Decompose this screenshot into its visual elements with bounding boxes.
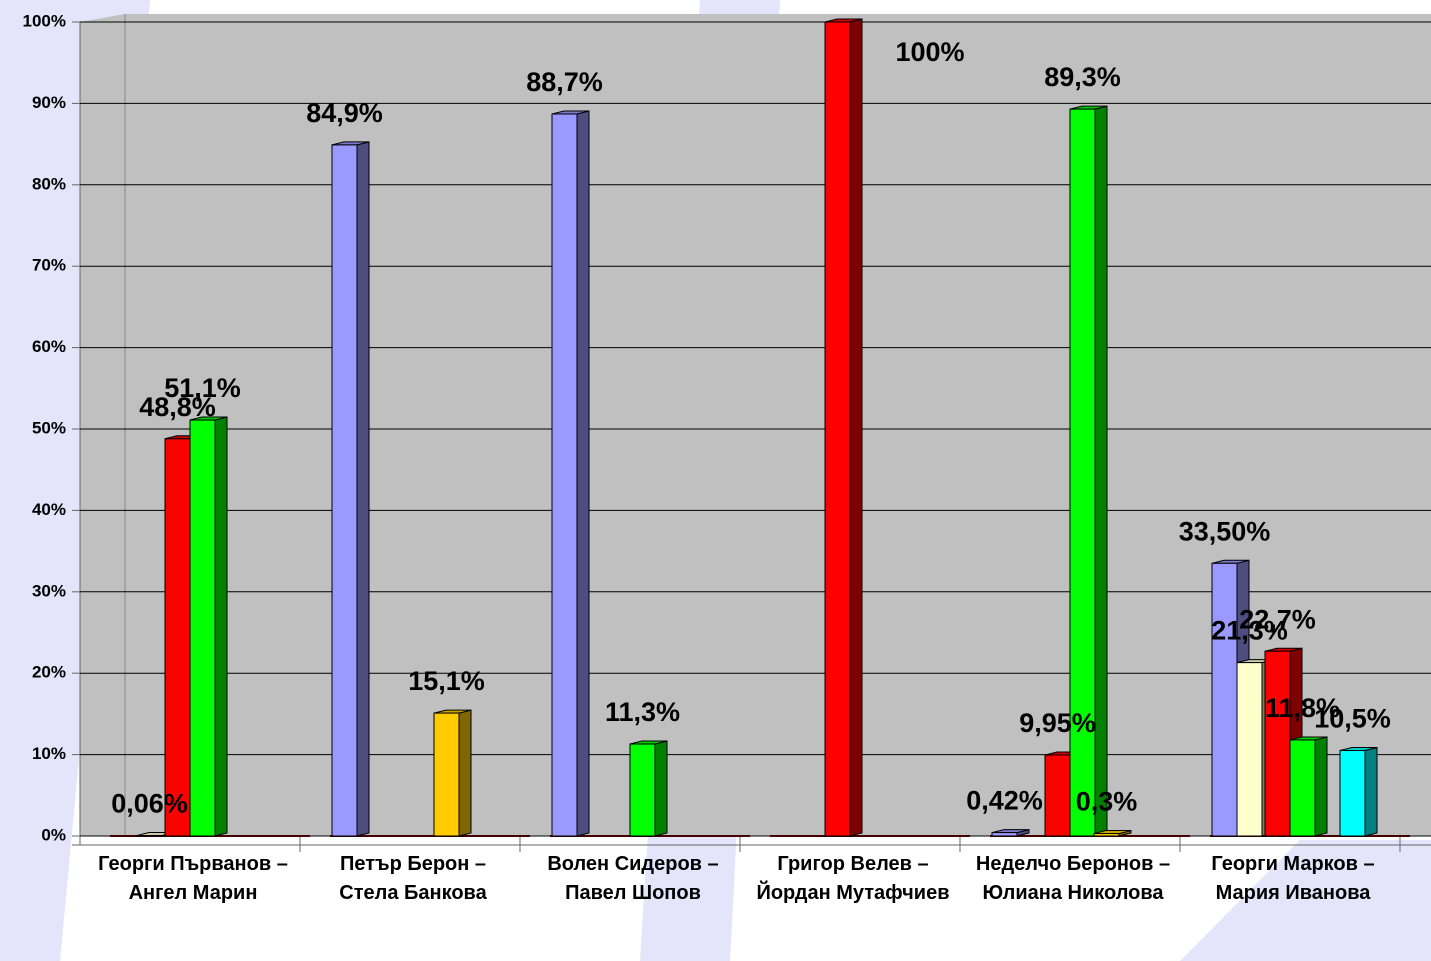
bar: [824, 21, 851, 837]
data-label: 21,3%: [1211, 616, 1288, 646]
bar: [629, 743, 656, 837]
bar: [1236, 662, 1263, 837]
bar-side: [576, 110, 590, 837]
bar-side: [458, 709, 472, 837]
bar: [551, 113, 578, 837]
bar: [1339, 750, 1366, 837]
y-tick-label: 100%: [23, 11, 66, 30]
data-label: 9,95%: [1019, 708, 1096, 738]
data-label: 0,06%: [111, 789, 188, 819]
data-label: 0,3%: [1076, 787, 1138, 817]
y-tick-label: 50%: [32, 418, 66, 437]
background-shape: [1180, 840, 1431, 961]
y-tick-label: 90%: [32, 93, 66, 112]
bar-side: [1364, 746, 1378, 837]
data-label: 22,7%: [1239, 604, 1316, 634]
data-label: 33,50%: [1179, 516, 1271, 546]
bar: [991, 832, 1018, 837]
x-tick-label: Петър Берон – Стела Банкова: [339, 853, 487, 904]
bar: [1044, 754, 1071, 837]
data-label: 84,9%: [306, 98, 383, 128]
bar: [1211, 562, 1238, 837]
x-tick-label: Георги Първанов – Ангел Марин: [98, 853, 288, 904]
x-tick-label: Григор Велев – Йордан Мутафчиев: [756, 853, 950, 904]
bar: [1289, 739, 1316, 837]
bar-side: [1314, 736, 1328, 837]
data-label: 89,3%: [1044, 62, 1121, 92]
bar: [433, 712, 460, 837]
y-tick-label: 80%: [32, 174, 66, 193]
y-tick-label: 0%: [41, 825, 66, 844]
x-tick-label: Неделчо Беронов – Юлиана Николова: [975, 853, 1171, 904]
data-label: 10,5%: [1314, 704, 1391, 734]
data-label: 48,8%: [139, 392, 216, 422]
bar-side: [654, 740, 668, 837]
data-label: 15,1%: [408, 666, 485, 696]
bar-side: [849, 18, 863, 837]
bar: [1264, 650, 1291, 837]
y-tick-label: 70%: [32, 256, 66, 275]
bar-side: [356, 141, 370, 837]
bar-side: [214, 416, 228, 837]
bar-side: [1094, 105, 1108, 837]
bar: [164, 438, 191, 837]
data-label: 11,3%: [605, 697, 680, 727]
data-label: 51,1%: [164, 373, 241, 403]
y-tick-label: 40%: [32, 500, 66, 519]
x-tick-label: Волен Сидеров – Павел Шопов: [547, 853, 719, 904]
data-label: 88,7%: [526, 67, 603, 97]
data-label: 0,42%: [966, 786, 1043, 816]
y-tick-label: 60%: [32, 337, 66, 356]
bar: [1093, 833, 1120, 837]
data-label: 11,8%: [1265, 693, 1340, 723]
y-tick-label: 30%: [32, 581, 66, 600]
y-tick-label: 20%: [32, 663, 66, 682]
x-tick-label: Георги Марков – Мария Иванова: [1211, 853, 1375, 904]
bar: [331, 144, 358, 837]
bar: [1069, 108, 1096, 837]
data-label: 100%: [895, 37, 964, 67]
y-tick-label: 10%: [32, 744, 66, 763]
bar: [189, 419, 216, 837]
